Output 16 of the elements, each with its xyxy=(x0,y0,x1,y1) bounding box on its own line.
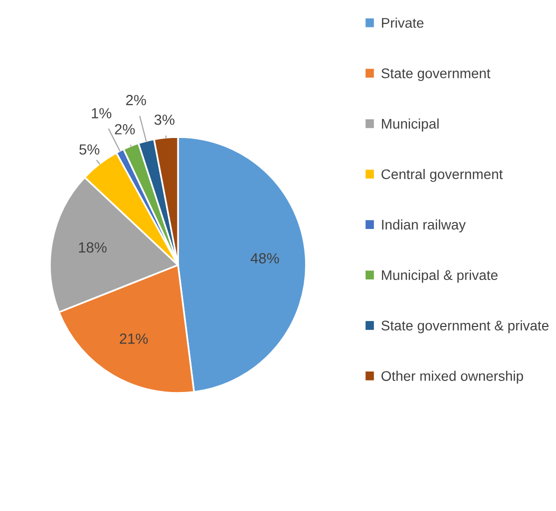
legend-label: Private xyxy=(382,18,424,28)
data-label: 2% xyxy=(126,94,146,106)
legend-label: State government xyxy=(381,68,490,82)
data-label: 48% xyxy=(250,253,279,264)
data-label: 1% xyxy=(92,108,112,118)
data-label: 3% xyxy=(154,114,174,125)
legend-label: State government & private xyxy=(381,320,549,334)
data-label: 18% xyxy=(79,242,107,253)
legend-label: Municipal xyxy=(382,118,439,132)
data-label: 2% xyxy=(114,124,135,134)
legend-label: Municipal & private xyxy=(382,270,498,283)
data-label: 21% xyxy=(120,334,148,344)
legend-label: Other mixed ownership xyxy=(381,370,524,384)
data-label: 5% xyxy=(79,144,100,155)
legend-label: Indian railway xyxy=(382,219,466,232)
legend-label: Central government xyxy=(382,168,503,182)
